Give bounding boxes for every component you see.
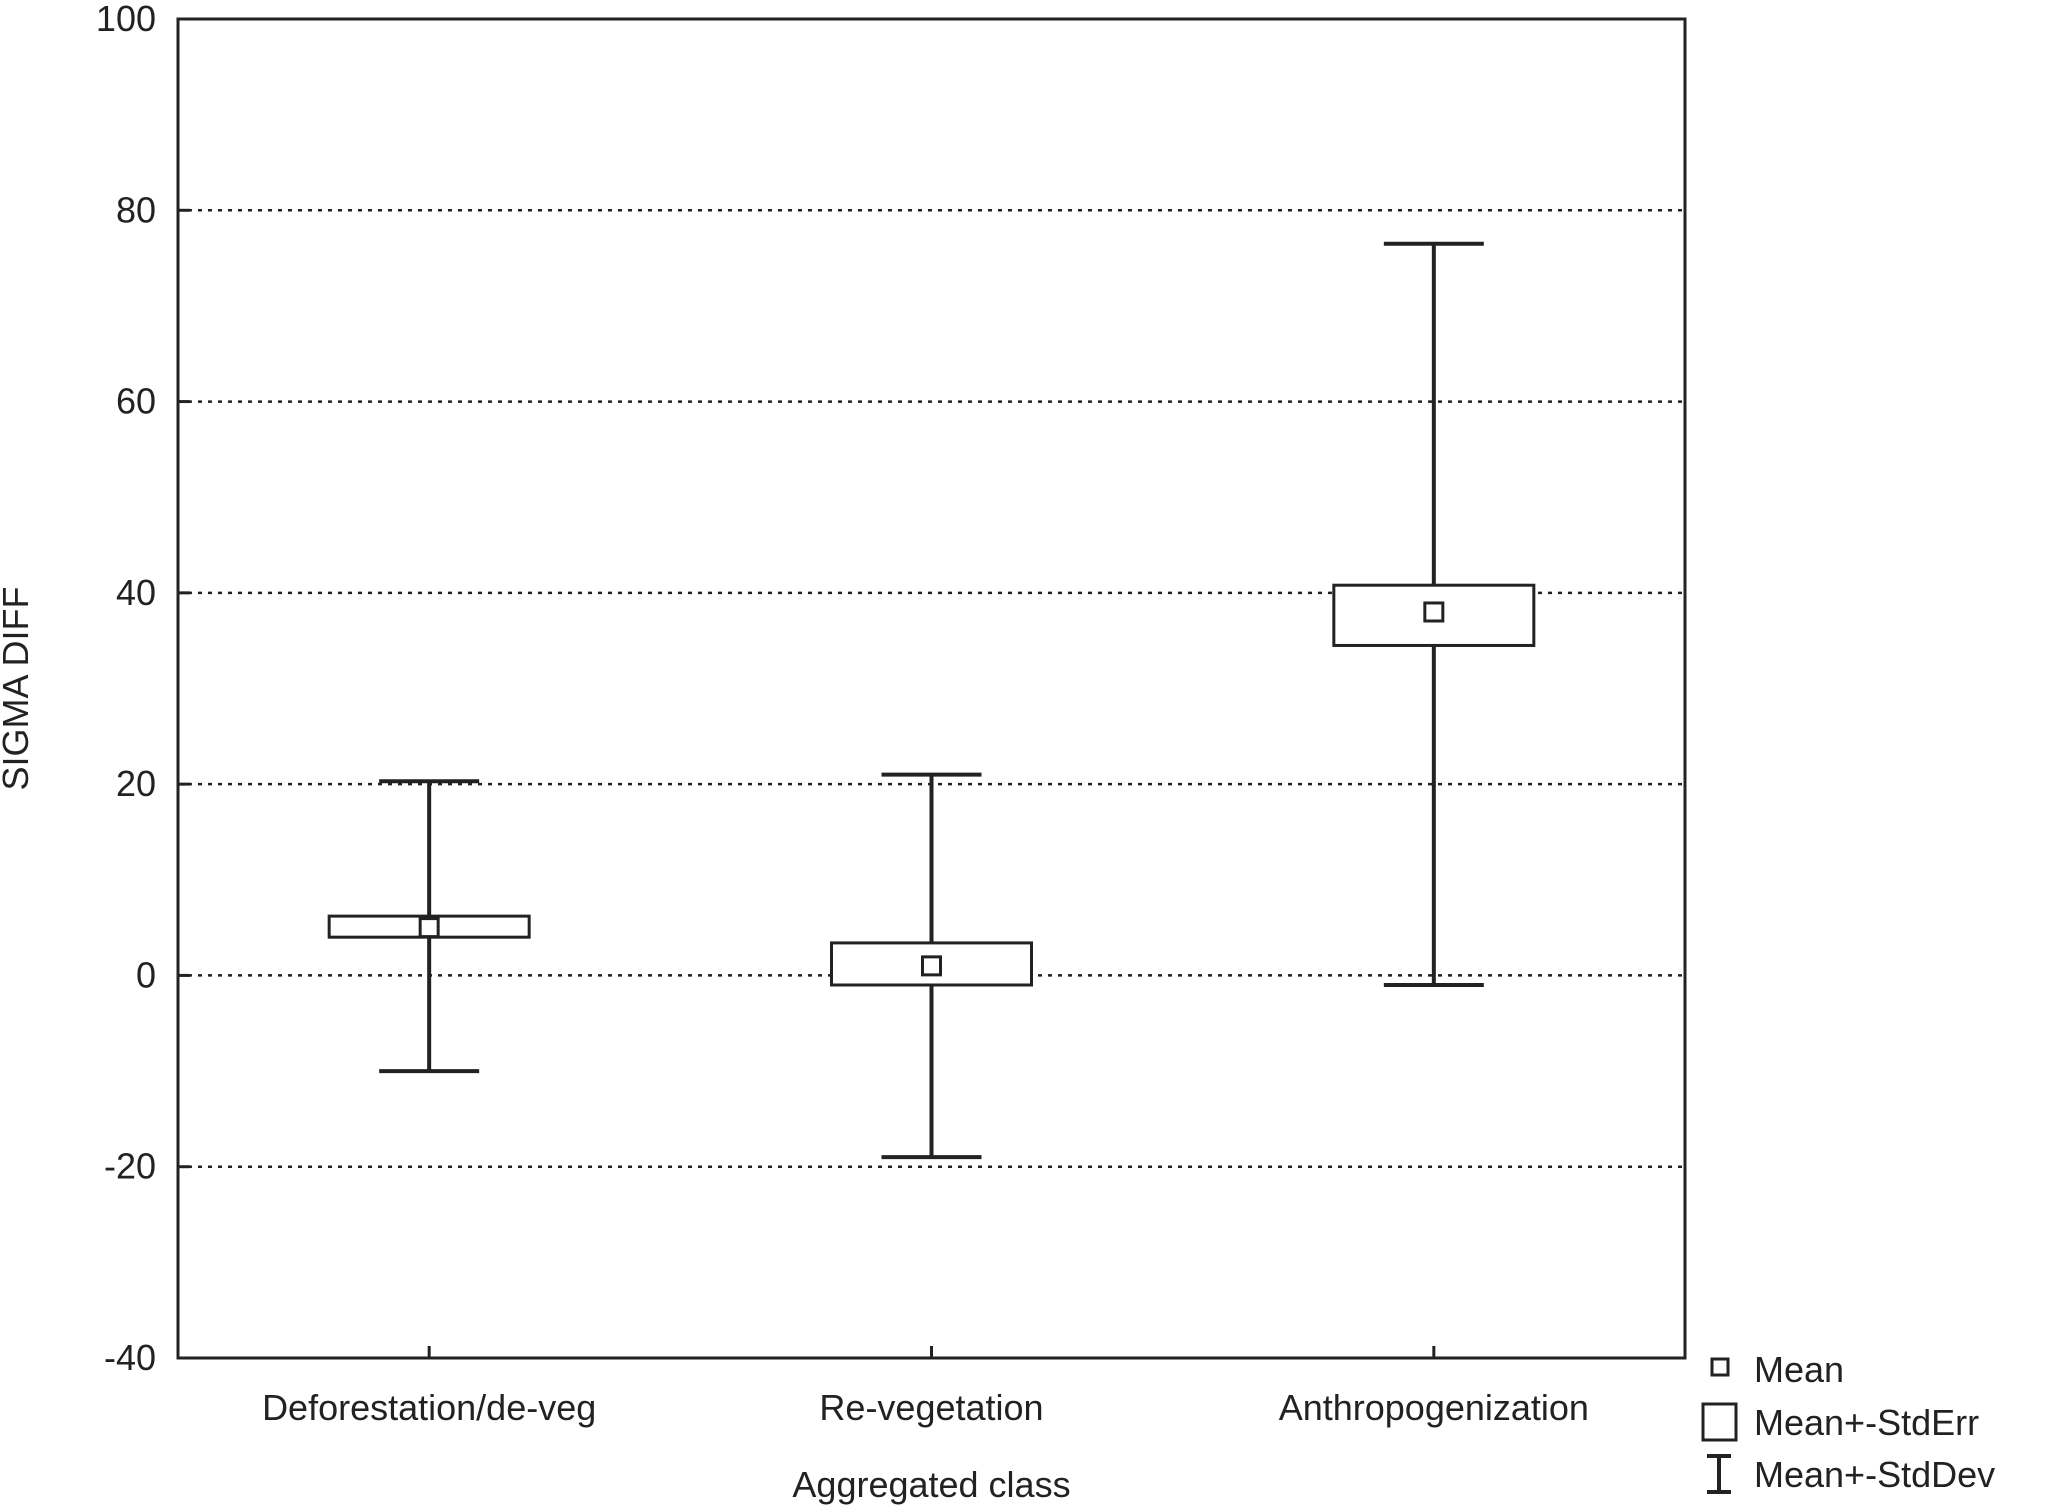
x-tick-label: Deforestation/de-veg [262, 1387, 596, 1428]
y-tick-label: 40 [116, 572, 156, 613]
legend-stderr-label: Mean+-StdErr [1754, 1402, 1979, 1443]
legend-stddev-label: Mean+-StdDev [1754, 1454, 1995, 1495]
plot-frame [176, 17, 1687, 1360]
category-plot [1332, 241, 1536, 987]
legend: Mean Mean+-StdErr Mean+-StdDev [1701, 1349, 1995, 1495]
y-tick-label: -20 [104, 1146, 156, 1187]
mean-marker [921, 955, 942, 977]
legend-mean-label: Mean [1754, 1349, 1844, 1390]
legend-mean-icon [1710, 1357, 1730, 1377]
y-tick-label: 60 [116, 381, 156, 422]
mean-marker [418, 917, 440, 939]
category-plot [327, 779, 531, 1074]
y-tick-label: 100 [96, 0, 156, 39]
y-tick-label: 0 [136, 954, 156, 995]
y-tick-label: -40 [104, 1337, 156, 1378]
x-axis-title: Aggregated class [792, 1464, 1070, 1505]
y-axis-ticks: -40 -20 0 20 40 60 80 100 [96, 0, 190, 1378]
y-tick-label: 20 [116, 763, 156, 804]
x-tick-label: Anthropogenization [1279, 1387, 1589, 1428]
x-axis-ticks: Deforestation/de-veg Re-vegetation Anthrop… [262, 1346, 1589, 1428]
y-tick-label: 80 [116, 189, 156, 230]
legend-stddev-icon [1707, 1454, 1731, 1494]
mean-marker [1423, 601, 1445, 623]
y-axis-title: SIGMA DIFF [0, 586, 36, 790]
category-plot [830, 772, 1033, 1160]
legend-stderr-icon [1701, 1402, 1738, 1442]
plot-marks [327, 241, 1536, 1160]
x-tick-label: Re-vegetation [819, 1387, 1043, 1428]
